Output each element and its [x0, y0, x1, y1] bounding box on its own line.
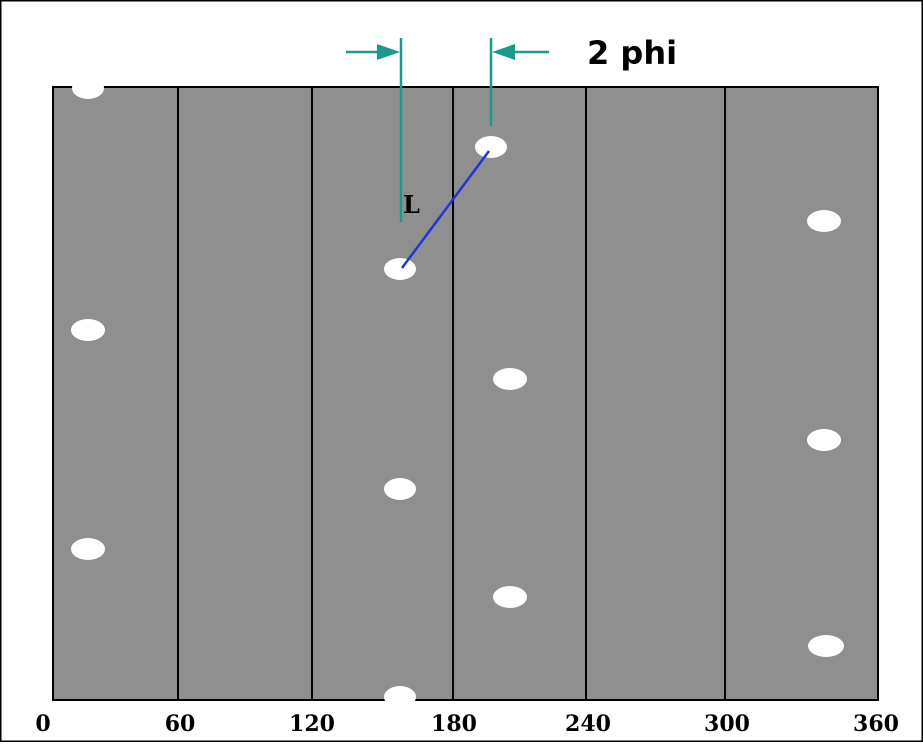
x-tick-label: 180 — [431, 711, 477, 737]
dot-marker — [72, 77, 104, 99]
dot-markers — [71, 77, 844, 708]
dot-marker — [71, 538, 105, 560]
vertical-grid-lines — [177, 87, 726, 700]
dot-marker — [807, 210, 841, 232]
dot-marker — [808, 635, 844, 657]
dot-marker — [807, 429, 841, 451]
arrow-left-pointing-icon — [492, 44, 515, 60]
gray-panel — [52, 86, 879, 701]
segment-label: L — [403, 190, 420, 219]
x-tick-label: 360 — [853, 711, 899, 737]
x-tick-label: 240 — [565, 711, 611, 737]
dot-marker — [475, 136, 507, 158]
x-tick-label: 300 — [704, 711, 750, 737]
dot-marker — [384, 258, 416, 280]
x-axis-labels: 0 60 120 180 240 300 360 — [35, 711, 899, 737]
dot-marker — [384, 478, 416, 500]
x-tick-label: 60 — [165, 711, 196, 737]
arrow-right-pointing-icon — [377, 44, 400, 60]
x-tick-label: 0 — [35, 711, 50, 737]
dimension-markers — [346, 38, 549, 222]
phi-label: 2 phi — [587, 34, 677, 72]
segment-line — [400, 150, 491, 269]
dot-marker — [384, 686, 416, 708]
x-tick-label: 120 — [289, 711, 335, 737]
dot-marker — [493, 368, 527, 390]
dot-marker — [493, 586, 527, 608]
dot-marker — [71, 319, 105, 341]
